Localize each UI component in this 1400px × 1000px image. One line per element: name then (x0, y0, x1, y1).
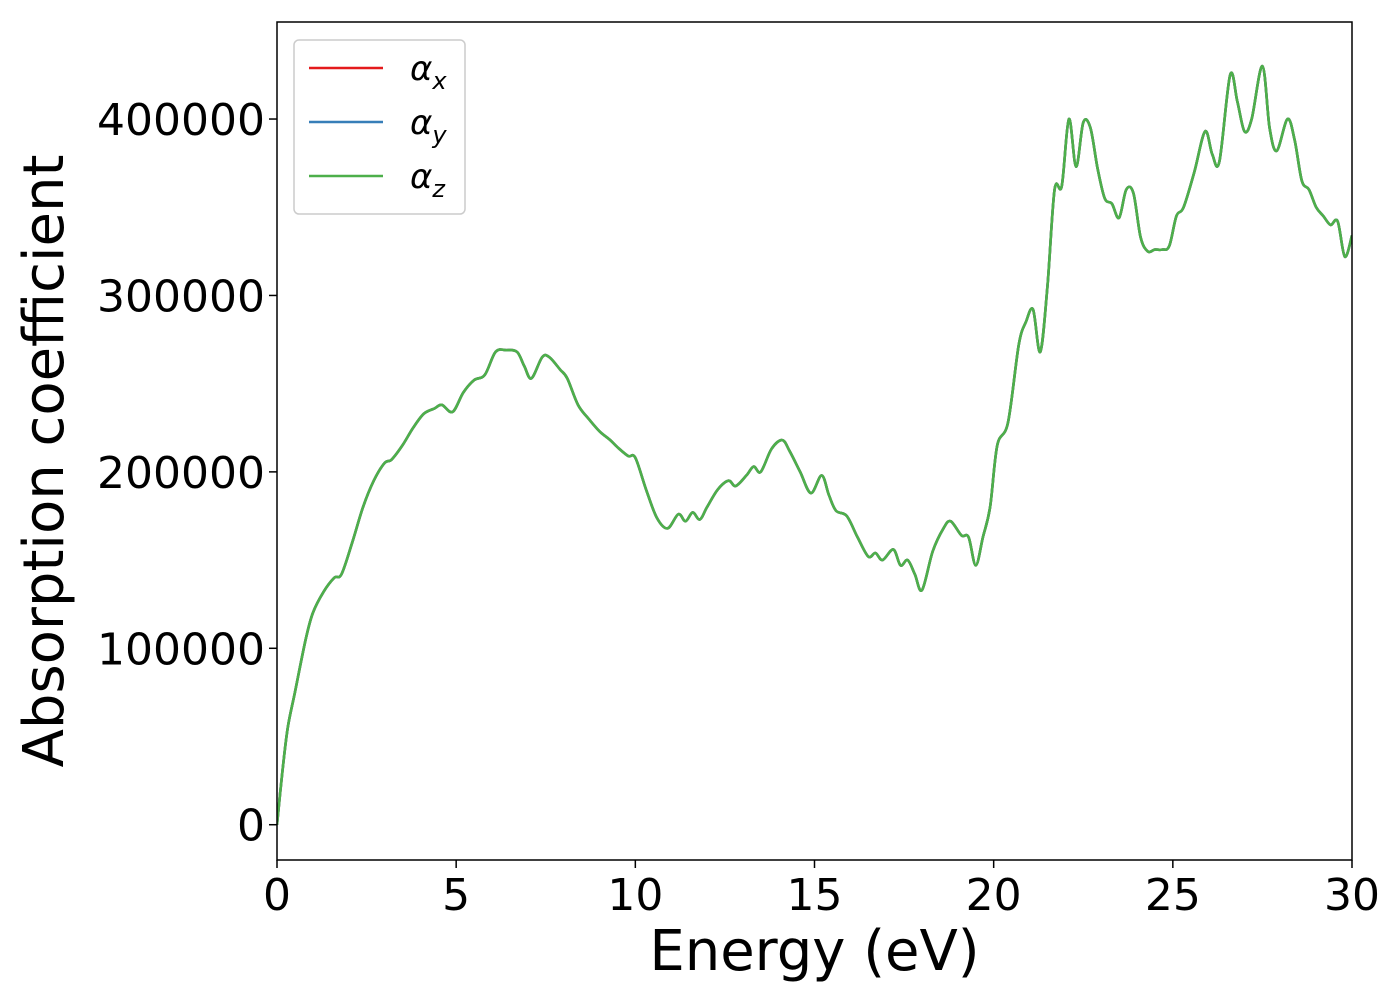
x-axis-title: Energy (eV) (649, 919, 979, 984)
y-tick-label: 100000 (97, 624, 265, 675)
plot-lines (277, 64, 1352, 825)
x-tick-label: 20 (966, 870, 1022, 921)
y-axis-ticks: 0 100000 200000 300000 400000 (97, 95, 277, 852)
x-tick-label: 5 (442, 870, 470, 921)
legend-label-z: αz (410, 157, 446, 203)
y-tick-label: 0 (237, 801, 265, 852)
x-tick-label: 10 (607, 870, 663, 921)
y-tick-label: 300000 (97, 271, 265, 322)
legend: αx αy αz (293, 39, 466, 215)
x-tick-label: 15 (787, 870, 843, 921)
y-tick-label: 400000 (97, 95, 265, 146)
x-tick-label: 30 (1324, 870, 1380, 921)
legend-box (293, 39, 466, 215)
series-line-z (277, 64, 1352, 825)
x-tick-label: 25 (1145, 870, 1201, 921)
y-axis-title: Absorption coefficient (12, 155, 77, 768)
legend-label-y: αy (410, 103, 447, 149)
legend-label-x: αx (410, 49, 447, 95)
x-axis-ticks: 0 5 10 15 20 25 30 (263, 860, 1380, 921)
x-tick-label: 0 (263, 870, 291, 921)
y-tick-label: 200000 (97, 448, 265, 499)
